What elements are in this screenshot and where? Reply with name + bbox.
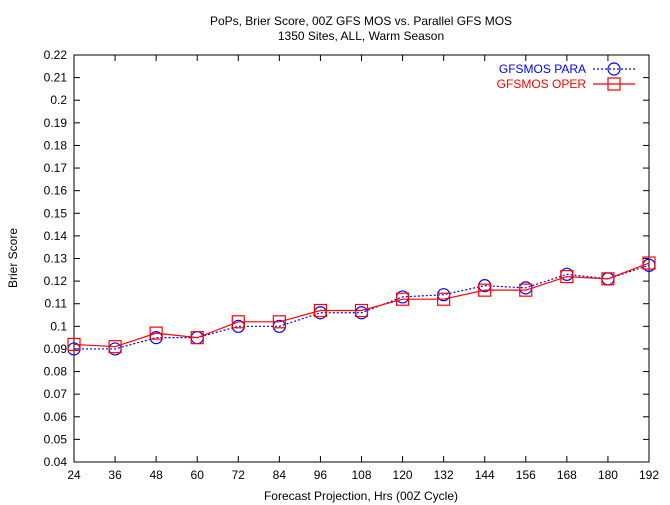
x-tick-label: 96 — [314, 468, 328, 482]
x-tick-label: 132 — [434, 468, 454, 482]
y-tick-label: 0.21 — [44, 71, 68, 85]
y-tick-label: 0.1 — [50, 319, 67, 333]
legend-label: GFSMOS OPER — [497, 77, 587, 91]
y-tick-label: 0.2 — [50, 93, 67, 107]
series-point-square — [190, 331, 204, 345]
series-point-square — [313, 303, 328, 318]
series-point-square — [231, 315, 245, 329]
x-tick-label: 36 — [108, 468, 122, 482]
y-tick-label: 0.09 — [44, 342, 68, 356]
series-point-square — [272, 315, 286, 329]
series-line-0 — [74, 264, 650, 350]
legend-marker-circle — [607, 62, 621, 76]
series-point-square — [519, 283, 533, 297]
plot-frame — [73, 54, 650, 463]
y-tick-label: 0.14 — [44, 229, 68, 243]
x-tick-label: 144 — [475, 468, 495, 482]
x-tick-label: 192 — [639, 468, 659, 482]
series-point-square — [601, 272, 615, 286]
series-point-square — [437, 292, 451, 306]
x-tick-label: 180 — [598, 468, 618, 482]
series-line-1 — [73, 262, 650, 348]
y-tick-label: 0.18 — [44, 138, 68, 152]
y-tick-label: 0.19 — [44, 116, 68, 130]
series-point-square — [642, 256, 656, 270]
chart-title: PoPs, Brier Score, 00Z GFS MOS vs. Paral… — [210, 14, 512, 28]
series-point-square — [560, 269, 574, 284]
x-tick-label: 168 — [557, 468, 577, 482]
series-point-square — [108, 340, 122, 354]
x-tick-label: 24 — [67, 468, 81, 482]
y-tick-label: 0.06 — [44, 410, 68, 424]
y-tick-label: 0.22 — [44, 48, 68, 62]
series-point-square — [478, 283, 492, 297]
x-tick-label: 108 — [351, 468, 371, 482]
y-tick-label: 0.07 — [44, 387, 68, 401]
series-point-square — [149, 326, 163, 340]
y-tick-label: 0.05 — [44, 432, 68, 446]
series-point-square — [67, 337, 81, 352]
x-tick-label: 60 — [191, 468, 205, 482]
legend-label: GFSMOS PARA — [499, 62, 586, 76]
legend-marker-square — [607, 77, 621, 91]
y-tick-label: 0.16 — [44, 184, 68, 198]
y-tick-label: 0.15 — [44, 206, 68, 220]
y-tick-label: 0.11 — [45, 297, 68, 311]
series-point-square — [354, 303, 369, 318]
x-tick-label: 156 — [516, 468, 536, 482]
y-axis-label: Brier Score — [6, 228, 20, 288]
y-tick-label: 0.12 — [44, 274, 68, 288]
y-tick-label: 0.17 — [44, 161, 68, 175]
chart-subtitle: 1350 Sites, ALL, Warm Season — [278, 29, 444, 43]
y-tick-label: 0.08 — [44, 365, 68, 379]
x-tick-label: 72 — [232, 468, 246, 482]
x-axis-label: Forecast Projection, Hrs (00Z Cycle) — [264, 489, 458, 503]
y-tick-label: 0.04 — [44, 455, 68, 469]
x-tick-label: 84 — [273, 468, 287, 482]
x-tick-label: 120 — [393, 468, 413, 482]
plot-area: 0.04 0.05 0.06 0.07 0.08 0.09 0.1 0.11 0.12 0.13 0… — [44, 48, 660, 482]
y-tick-label: 0.13 — [44, 252, 68, 266]
x-tick-label: 48 — [149, 468, 163, 482]
series-point-square — [395, 292, 410, 306]
